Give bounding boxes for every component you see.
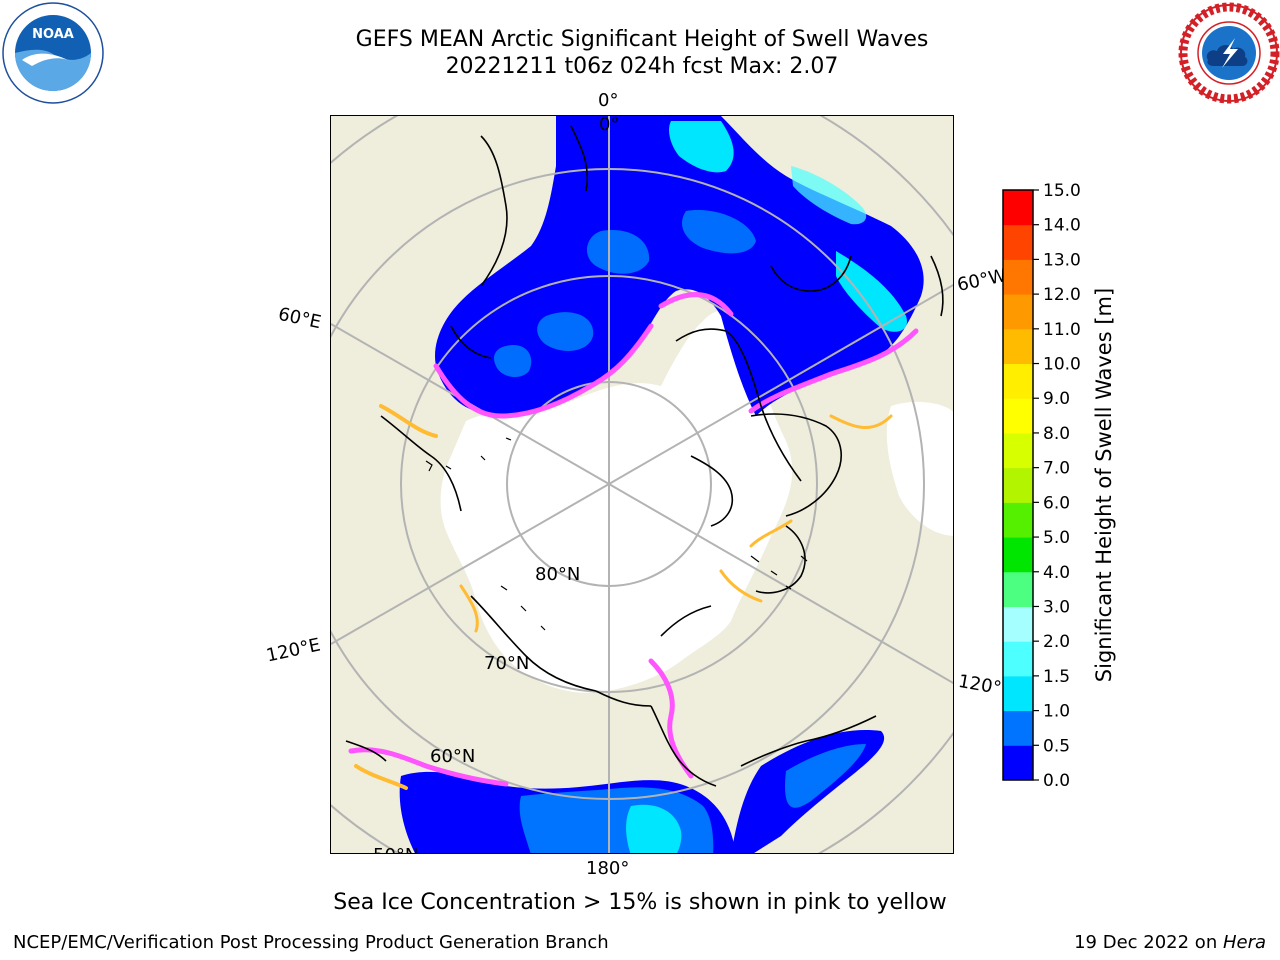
meridian-120w [608,483,953,684]
label-lon-0-top: 0° [598,90,619,111]
graticule [331,116,953,853]
colorbar-tick-label: 9.0 [1043,389,1070,409]
east-siberia-coast [470,595,597,692]
footer-date: 19 Dec 2022 on Hera [1074,932,1266,953]
footer-date-text: 19 Dec 2022 on [1074,932,1223,953]
footer-credit: NCEP/EMC/Verification Post Processing Pr… [13,932,609,953]
label-lat-60: 60°N [430,746,476,767]
label-lon-120e: 120°E [264,634,323,667]
colorbar-tick-label: 12.0 [1043,285,1081,305]
colorbar-bin [1003,571,1033,607]
label-lat-80: 80°N [535,564,581,585]
gulf-of-alaska-swell-mid [785,744,866,808]
noaa-logo: NOAA [2,2,104,104]
novaya-zemlya [450,325,492,359]
alaska-south-coast [740,715,877,767]
colorbar-tick-label: 1.0 [1043,702,1070,722]
colorbar-bin [1003,190,1033,226]
colorbar-bin [1003,675,1033,712]
coastal-islands [425,437,808,631]
colorbar-bin [1003,294,1033,330]
colorbar-bin [1003,710,1033,746]
greenland-sea-swell [791,166,867,225]
banks-island [755,525,806,594]
meridian-120e [331,483,610,645]
beaufort-coast [660,605,712,637]
kamchatka-coast [345,740,387,762]
footer-host: Hera [1222,932,1266,953]
colorbar-bin [1003,363,1033,399]
label-lon-180: 180° [586,858,630,879]
colorbar-bin [1003,259,1033,295]
colorbar-tick-label: 8.0 [1043,424,1070,444]
colorbar-tick-label: 3.0 [1043,597,1070,617]
colorbar-tick-label: 7.0 [1043,459,1070,479]
meridian-60w [608,284,953,485]
colorbar-frame [1002,189,1034,781]
nws-logo [1178,2,1280,104]
colorbar-bin [1003,398,1033,434]
atlantic-swell-mid [494,210,756,378]
colorbar-tick-label: 6.0 [1043,493,1070,513]
pacific-swell-high [626,804,682,853]
label-lat-50: 50°N [373,845,418,853]
caption: Sea Ice Concentration > 15% is shown in … [333,890,947,915]
baffin-coast [930,255,944,317]
colorbar-bin [1003,328,1033,365]
sea-ice-edge [348,292,919,790]
colorbar-tick-label: 2.0 [1043,632,1070,652]
colorbar-tick-label: 5.0 [1043,528,1070,548]
colorbar-tick-label: 4.0 [1043,563,1070,583]
colorbar-ticks: 15.0 14.0 13.0 12.0 11.0 10.0 9.0 8.0 7.0 6.0 5.0 4… [1033,181,1081,790]
hudson-bay-region [886,401,953,536]
colorbar-bin [1003,641,1033,677]
pacific-swell-mid [519,787,714,853]
colorbar-label: Significant Height of Swell Waves [m] [1092,287,1116,683]
polar-map [331,116,953,853]
colorbar-bin [1003,745,1033,781]
chukotka-coast [595,690,652,707]
colorbar-tick-label: 0.0 [1043,771,1070,790]
canadian-archipelago [750,413,842,517]
colorbar-bin [1003,467,1033,503]
colorbar-bin [1003,224,1033,260]
colorbar-bin [1003,537,1033,573]
colorbar-tick-label: 13.0 [1043,250,1081,270]
ellesmere-coast [690,455,733,527]
map-title: GEFS MEAN Arctic Significant Height of S… [355,27,929,52]
label-lon-0: 0° [599,115,620,135]
colorbar-tick-label: 15.0 [1043,181,1081,201]
label-lat-70: 70°N [484,653,530,674]
colorbar-tick-label: 11.0 [1043,320,1081,340]
colorbar: 15.0 14.0 13.0 12.0 11.0 10.0 9.0 8.0 7.0 6.0 5.0 4… [1002,181,1081,790]
noaa-logo-text: NOAA [32,27,74,42]
greenland-north-coast [675,328,802,482]
map-subtitle: 20221211 t06z 024h fcst Max: 2.07 [445,54,839,79]
map-panel: 0° 80°N 70°N 60°N 50°N [330,115,954,854]
norway-coast [480,135,508,287]
colorbar-segments [1003,190,1033,781]
coastlines [345,125,944,787]
arctic-ice-region [440,310,793,693]
label-lon-60e: 60°E [276,303,323,334]
alaska-west-coast [650,705,717,787]
colorbar-tick-label: 14.0 [1043,216,1081,236]
colorbar-bin [1003,432,1033,469]
colorbar-bin [1003,502,1033,538]
colorbar-tick-label: 10.0 [1043,355,1081,375]
colorbar-tick-label: 1.5 [1043,667,1070,687]
siberia-coast [380,415,462,512]
svalbard-coast [570,125,589,192]
colorbar-tick-label: 0.5 [1043,736,1070,756]
greenland-coast [770,255,852,292]
colorbar-bin [1003,606,1033,642]
